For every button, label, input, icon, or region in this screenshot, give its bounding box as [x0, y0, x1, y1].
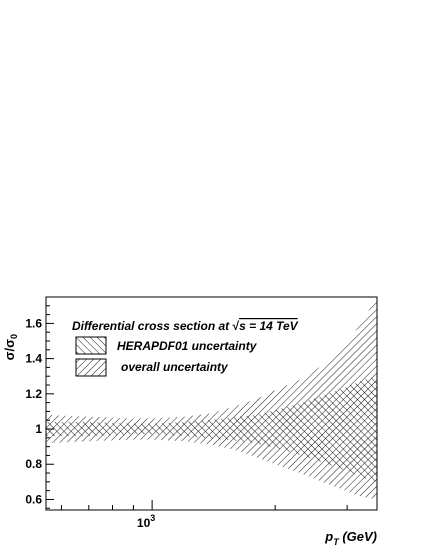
- plot-frame: [45, 296, 378, 511]
- x-axis-title-rest: (GeV): [339, 529, 377, 544]
- chart-title-sqrt: √: [233, 319, 240, 333]
- y-tick-label: 0.6: [25, 492, 42, 506]
- band-overall: [46, 297, 377, 500]
- y-axis-title: σ/σ0: [2, 334, 19, 360]
- y-tick-label: 1.4: [25, 352, 42, 366]
- chart-title-prefix: Differential cross section at: [72, 319, 233, 333]
- y-tick-label: 0.8: [25, 457, 42, 471]
- y-axis-title-sub: 0: [9, 334, 19, 339]
- legend-swatch-herapdf: [75, 336, 107, 355]
- uncertainty-bands: [46, 297, 377, 500]
- x-axis-title: pT (GeV): [324, 529, 377, 547]
- y-axis-title-main: σ/σ: [2, 339, 17, 361]
- legend: Differential cross section at √s = 14 Te…: [72, 319, 299, 377]
- y-tick-label: 1.6: [25, 316, 42, 330]
- x-axis: 103: [60, 500, 348, 530]
- chart-title: Differential cross section at √s = 14 Te…: [72, 319, 299, 333]
- y-tick-label: 1.2: [25, 387, 42, 401]
- x-tick-label: 103: [137, 513, 155, 530]
- chart-title-s: s = 14 TeV: [239, 319, 299, 333]
- legend-swatch-overall: [75, 358, 107, 377]
- x-axis-title-sub: T: [333, 537, 340, 547]
- legend-label-herapdf: HERAPDF01 uncertainty: [117, 339, 258, 353]
- legend-label-overall: overall uncertainty: [121, 360, 229, 374]
- y-tick-label: 1: [35, 422, 42, 436]
- y-axis: 0.6 0.8 1 1.2 1.4 1.6: [25, 296, 54, 509]
- x-axis-title-main: p: [324, 529, 333, 544]
